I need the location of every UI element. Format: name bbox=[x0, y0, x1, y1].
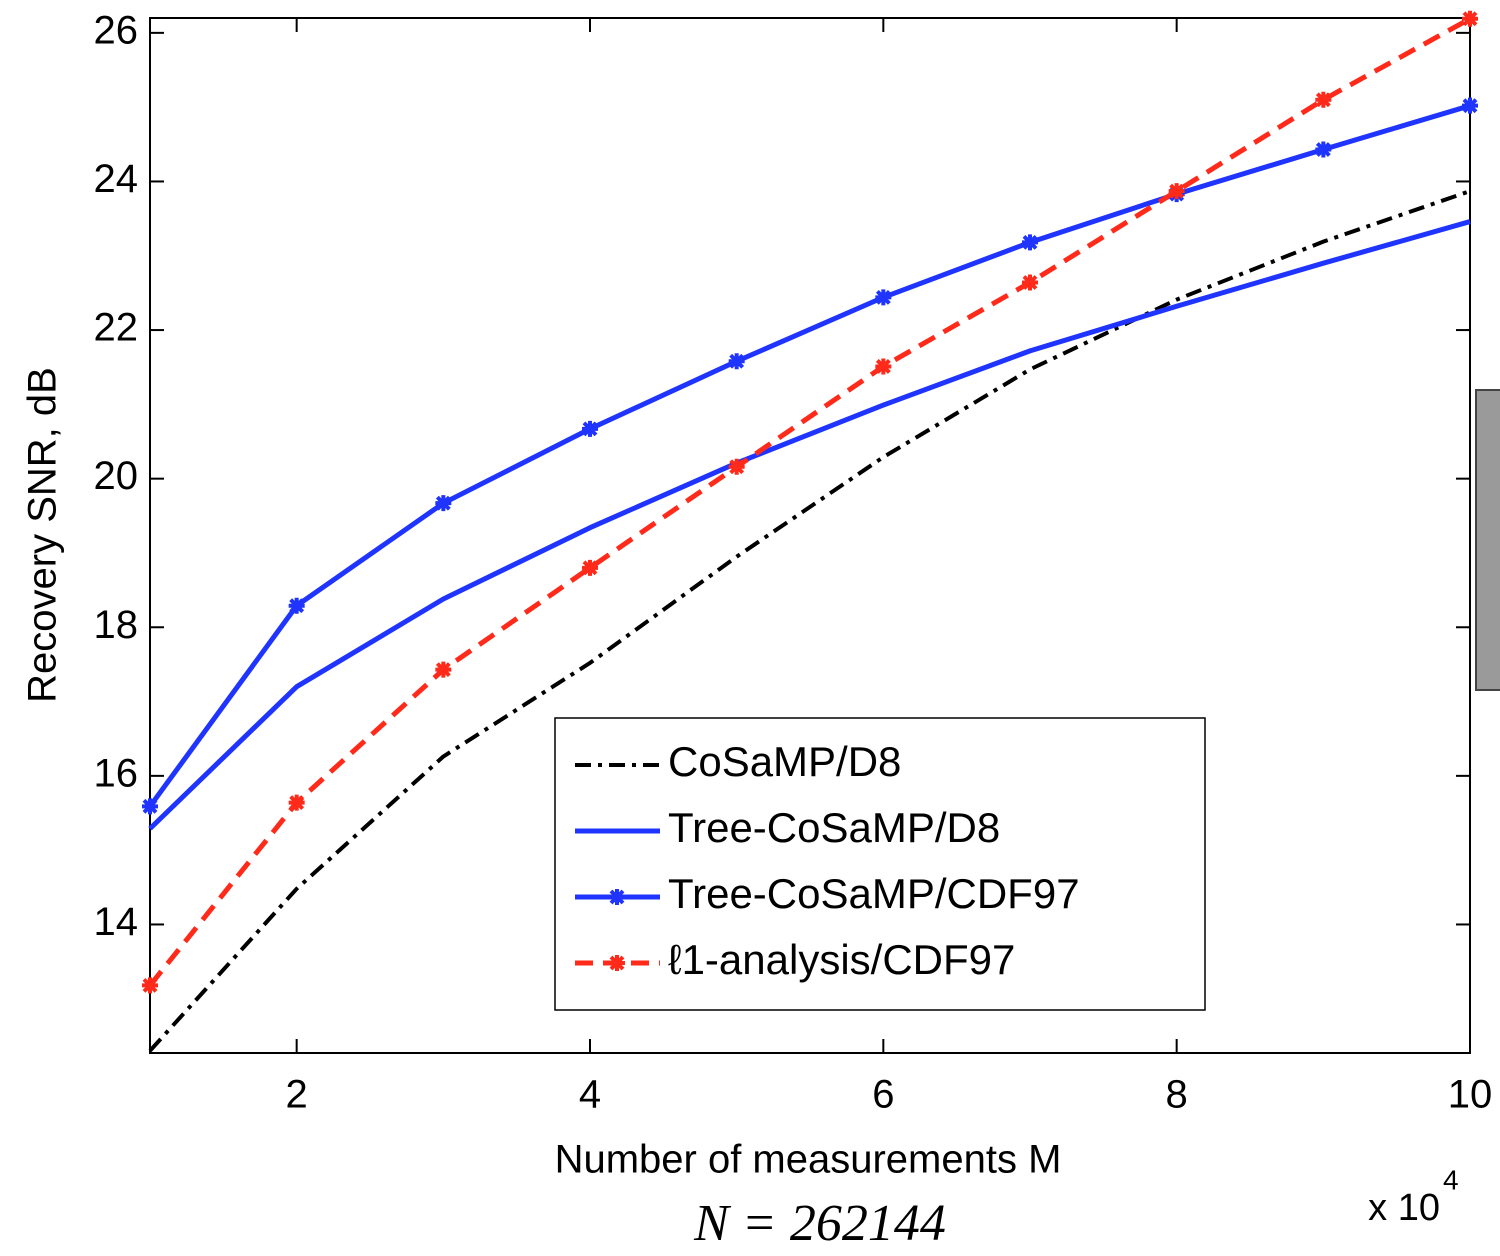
y-tick-label: 20 bbox=[94, 454, 139, 498]
marker bbox=[1022, 234, 1038, 251]
marker bbox=[728, 353, 745, 370]
x-tick-label: 4 bbox=[579, 1073, 601, 1117]
legend-label: ℓ1-analysis/CDF97 bbox=[668, 936, 1015, 983]
x-multiplier-exponent: 4 bbox=[1443, 1164, 1459, 1195]
marker bbox=[1022, 274, 1038, 291]
legend-box bbox=[554, 717, 1206, 1011]
y-tick-label: 16 bbox=[94, 751, 139, 795]
marker bbox=[875, 289, 892, 306]
marker bbox=[582, 420, 598, 437]
marker bbox=[288, 794, 305, 811]
marker bbox=[582, 559, 598, 576]
x-tick-label: 6 bbox=[872, 1073, 894, 1117]
y-tick-label: 18 bbox=[94, 603, 139, 647]
marker bbox=[435, 495, 452, 512]
x-axis-label: Number of measurements M bbox=[555, 1138, 1062, 1182]
y-axis-label: Recovery SNR, dB bbox=[21, 367, 65, 703]
marker bbox=[435, 661, 452, 678]
series-line bbox=[147, 103, 1471, 808]
series-line bbox=[148, 219, 1471, 831]
marker bbox=[1315, 141, 1332, 158]
plot-frame bbox=[149, 17, 1471, 1054]
legend-marker bbox=[609, 889, 625, 905]
x-tick-label: 2 bbox=[286, 1073, 308, 1117]
marker bbox=[1315, 91, 1332, 108]
y-tick-label: 14 bbox=[94, 900, 139, 944]
marker bbox=[1168, 183, 1185, 200]
legend-label: CoSaMP/D8 bbox=[668, 738, 901, 785]
y-tick-label: 24 bbox=[94, 157, 139, 201]
caption: N = 262144 bbox=[693, 1195, 946, 1252]
marker bbox=[288, 597, 305, 614]
x-tick-label: 8 bbox=[1166, 1073, 1188, 1117]
marker bbox=[142, 798, 158, 815]
marker bbox=[1462, 97, 1478, 114]
legend-label: Tree-CoSaMP/D8 bbox=[668, 804, 1000, 851]
marker bbox=[142, 977, 158, 994]
marker bbox=[875, 358, 892, 375]
series-line bbox=[148, 16, 1472, 987]
x-multiplier: x 10 bbox=[1368, 1187, 1440, 1229]
x-tick-label: 10 bbox=[1448, 1073, 1493, 1117]
y-tick-label: 22 bbox=[94, 306, 139, 350]
marker bbox=[1462, 10, 1478, 27]
image-fragment bbox=[1475, 389, 1500, 691]
marker bbox=[728, 458, 745, 475]
y-tick-label: 26 bbox=[94, 8, 139, 52]
legend-label: Tree-CoSaMP/CDF97 bbox=[668, 870, 1080, 917]
legend-marker bbox=[609, 955, 625, 971]
series-line bbox=[148, 189, 1471, 1053]
